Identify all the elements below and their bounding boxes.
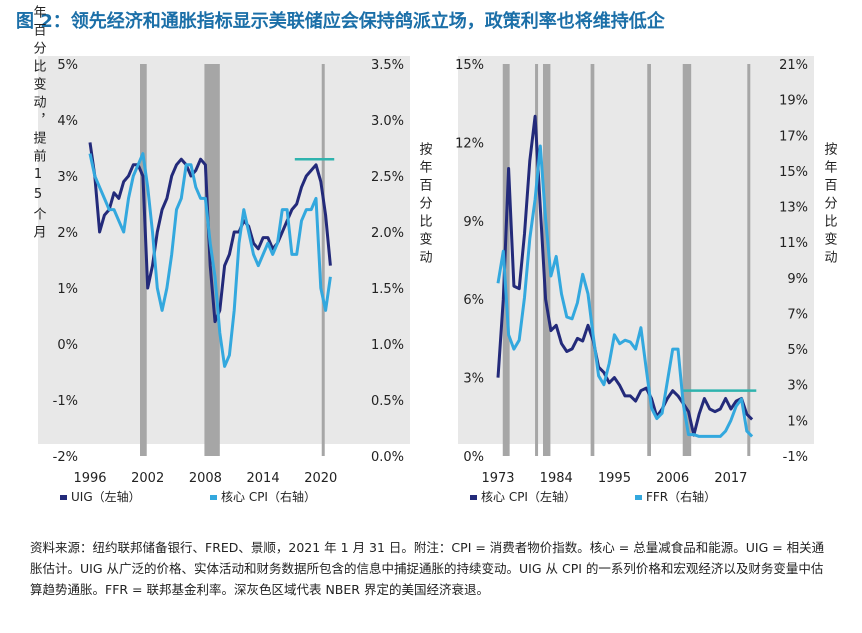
legend-swatch xyxy=(60,495,67,500)
right-y-tick-label: 17% xyxy=(779,129,808,144)
right-y-tick-label: 15% xyxy=(779,165,808,180)
right-y-tick-label: 0.0% xyxy=(371,450,404,465)
right-y-tick-label: 5% xyxy=(787,343,808,358)
chart-left: 5% 4% 3% 2% 1% 0% -1% -2% 3.5% 3.0% 2.5% 2.0% 1.5% 1… xyxy=(31,0,433,504)
left-y-tick-label: 9% xyxy=(463,215,484,230)
recession-bar xyxy=(140,64,147,456)
left-y-tick-label: -2% xyxy=(53,450,78,465)
recession-bar xyxy=(321,64,325,456)
recession-bar xyxy=(535,64,539,456)
legend-swatch xyxy=(470,495,477,500)
right-y-tick-label: 19% xyxy=(779,94,808,109)
legend-label: 核心 CPI（右轴） xyxy=(221,489,316,504)
left-y-tick-label: 0% xyxy=(57,338,78,353)
series-line-dark xyxy=(88,142,332,324)
series-line-light xyxy=(88,152,332,368)
right-y-tick-label: 9% xyxy=(787,272,808,287)
x-tick-label: 1995 xyxy=(598,471,631,486)
left-y-tick-label: 4% xyxy=(57,114,78,129)
recession-bar xyxy=(682,64,692,456)
x-tick-label: 2020 xyxy=(304,471,337,486)
recession-bar xyxy=(590,64,595,456)
right-y-tick-label: 7% xyxy=(787,307,808,322)
legend-label: FFR（右轴） xyxy=(646,489,716,504)
chart-right-plot-area xyxy=(458,56,814,444)
right-y-tick-label: 2.5% xyxy=(371,170,404,185)
recession-bar xyxy=(542,64,551,456)
right-y-tick-label: 0.5% xyxy=(371,394,404,409)
x-tick-label: 1984 xyxy=(540,471,573,486)
x-tick-label: 2017 xyxy=(714,471,747,486)
legend-label: 核心 CPI（左轴） xyxy=(481,489,576,504)
left-y-tick-label: 15% xyxy=(455,58,484,73)
x-tick-label: 2006 xyxy=(656,471,689,486)
left-y-tick-label: 0% xyxy=(463,450,484,465)
recession-bar xyxy=(647,64,651,456)
right-y-tick-label: 2.0% xyxy=(371,226,404,241)
right-y-tick-label: 21% xyxy=(779,58,808,73)
right-y-tick-label: 1.0% xyxy=(371,338,404,353)
right-y-tick-label: 11% xyxy=(779,236,808,251)
left-y-tick-label: -1% xyxy=(53,394,78,409)
x-tick-label: 2014 xyxy=(247,471,280,486)
figure-title: 图 2：领先经济和通胀指标显示美联储应会保持鸽派立场，政策利率也将维持低企 xyxy=(16,10,666,32)
x-tick-label: 1996 xyxy=(73,471,106,486)
x-tick-label: 2008 xyxy=(189,471,222,486)
x-tick-label: 2002 xyxy=(131,471,164,486)
legend-swatch xyxy=(210,495,217,500)
right-y-tick-label: 3.0% xyxy=(371,114,404,129)
left-y-tick-label: 12% xyxy=(455,136,484,151)
right-y-tick-label: 3.5% xyxy=(371,58,404,73)
right-y-axis-title: 按年百分比变动 xyxy=(822,142,838,268)
x-tick-label: 1973 xyxy=(481,471,514,486)
legend-label: UIG（左轴） xyxy=(71,489,141,504)
chart-left-plot-area xyxy=(38,56,410,444)
series-line-light xyxy=(496,144,754,438)
legend-swatch xyxy=(635,495,642,500)
right-y-tick-label: 3% xyxy=(787,379,808,394)
right-y-tick-label: 1.5% xyxy=(371,282,404,297)
left-y-tick-label: 5% xyxy=(57,58,78,73)
left-y-tick-label: 3% xyxy=(57,170,78,185)
left-y-tick-label: 3% xyxy=(463,372,484,387)
recession-bar xyxy=(747,64,751,456)
right-y-axis-title: 按年百分比变动 xyxy=(417,142,433,268)
right-y-tick-label: 1% xyxy=(787,414,808,429)
left-y-tick-label: 2% xyxy=(57,226,78,241)
right-y-tick-label: -1% xyxy=(783,450,808,465)
series-line-dark xyxy=(496,114,754,437)
left-y-axis-title: 按年百分比变动，提前15个月 xyxy=(31,0,47,243)
chart-right: 15% 12% 9% 6% 3% 0% 21% 19% 17% 15% 13% 11% 9% 7% 5% 3… xyxy=(455,56,837,504)
left-y-tick-label: 1% xyxy=(57,282,78,297)
left-y-tick-label: 6% xyxy=(463,293,484,308)
right-y-tick-label: 13% xyxy=(779,201,808,216)
source-note: 资料来源：纽约联邦储备银行、FRED、景顺，2021 年 1 月 31 日。附注… xyxy=(30,540,825,597)
